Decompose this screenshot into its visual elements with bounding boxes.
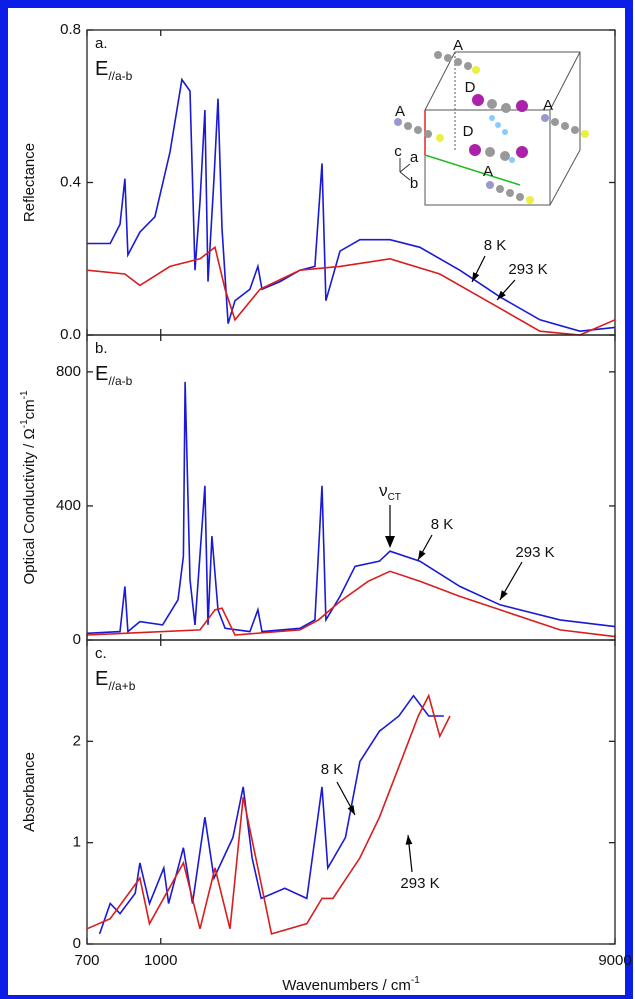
- y-axis-label-part: -1: [19, 390, 30, 399]
- y-tick-label: 0: [73, 631, 81, 648]
- spectrum-line: [86, 693, 451, 935]
- plot-frame: [86, 639, 616, 945]
- axes-glyph: [399, 163, 411, 173]
- y-axis-label: Absorbance: [21, 752, 38, 832]
- inset-label: A: [483, 163, 493, 180]
- axes-glyph: [399, 171, 411, 181]
- inset-label: A: [453, 37, 463, 54]
- panel-label: c.: [95, 645, 107, 662]
- x-axis-label-part: -1: [411, 975, 420, 986]
- field-label-main: E: [95, 58, 108, 80]
- inset-label: A: [395, 103, 405, 120]
- y-axis-label-part: Absorbance: [21, 752, 38, 832]
- spectrum-line: [87, 77, 616, 333]
- y-axis-label: Reflectance: [21, 143, 38, 222]
- y-tick-label: 0.4: [60, 173, 81, 190]
- x-axis-label: Wavenumbers / cm-1: [282, 975, 420, 994]
- arrow-head: [472, 272, 480, 282]
- field-label-main: E: [95, 363, 108, 385]
- field-label: E//a-b: [95, 58, 133, 83]
- y-tick-label: 800: [56, 363, 81, 380]
- field-label: E//a+b: [95, 668, 136, 693]
- arrow-head: [385, 536, 395, 548]
- field-label: E//a-b: [95, 363, 133, 388]
- inset-label: D: [463, 123, 474, 140]
- panel-label: b.: [95, 340, 108, 357]
- x-tick-label: 9000: [598, 952, 631, 969]
- y-axis-label-part: Optical Conductivity / Ω: [21, 428, 38, 584]
- y-axis-label-part: cm: [21, 399, 38, 419]
- plot-frame: [86, 29, 616, 336]
- y-tick-label: 0: [73, 935, 81, 952]
- inset-label: c: [394, 143, 402, 160]
- inset-label: a: [410, 149, 419, 166]
- x-tick-label: 1000: [144, 952, 177, 969]
- field-label-main: E: [95, 668, 108, 690]
- peak-label: νCT: [379, 481, 401, 503]
- inset-label: A: [543, 97, 553, 114]
- y-tick-label: 0.0: [60, 326, 81, 343]
- inset-label: D: [465, 79, 476, 96]
- y-axis-label-part: Reflectance: [21, 143, 38, 222]
- spectrum-line: [98, 694, 444, 935]
- y-tick-label: 400: [56, 497, 81, 514]
- series-label: 8 K: [484, 237, 507, 254]
- arrow-head: [497, 290, 506, 300]
- y-axis-label-part: -1: [19, 419, 30, 428]
- arrow-head: [405, 835, 413, 845]
- arrow-head: [347, 805, 355, 815]
- peak-label-main: ν: [379, 481, 388, 500]
- x-tick-label: 700: [74, 952, 99, 969]
- spectrum-line: [86, 381, 616, 635]
- cell-edge: [549, 51, 581, 111]
- inset-label: b: [410, 175, 418, 192]
- crystal-inset: [394, 51, 589, 206]
- peak-label-sub: CT: [388, 492, 401, 503]
- y-axis-label: Optical Conductivity / Ω-1cm-1: [19, 390, 38, 585]
- panel-label: a.: [95, 35, 108, 52]
- molecules: [394, 51, 589, 204]
- arrow-head: [418, 550, 426, 560]
- series-label: 293 K: [515, 544, 554, 561]
- field-label-sub: //a-b: [108, 374, 132, 388]
- y-tick-label: 2: [73, 732, 81, 749]
- series-label: 8 K: [321, 761, 344, 778]
- cell-outline: [424, 51, 581, 206]
- spectrum-line: [86, 245, 616, 336]
- series-label: 8 K: [431, 516, 454, 533]
- y-tick-label: 0.8: [60, 21, 81, 38]
- y-tick-label: 1: [73, 834, 81, 851]
- cell-axis-b: [424, 154, 521, 186]
- spectrum-line: [86, 570, 616, 638]
- field-label-sub: //a-b: [108, 69, 132, 83]
- arrow-head: [500, 590, 508, 600]
- series-label: 293 K: [400, 875, 439, 892]
- series-label: 293 K: [508, 261, 547, 278]
- x-axis-label-part: Wavenumbers / cm: [282, 977, 411, 994]
- field-label-sub: //a+b: [108, 679, 135, 693]
